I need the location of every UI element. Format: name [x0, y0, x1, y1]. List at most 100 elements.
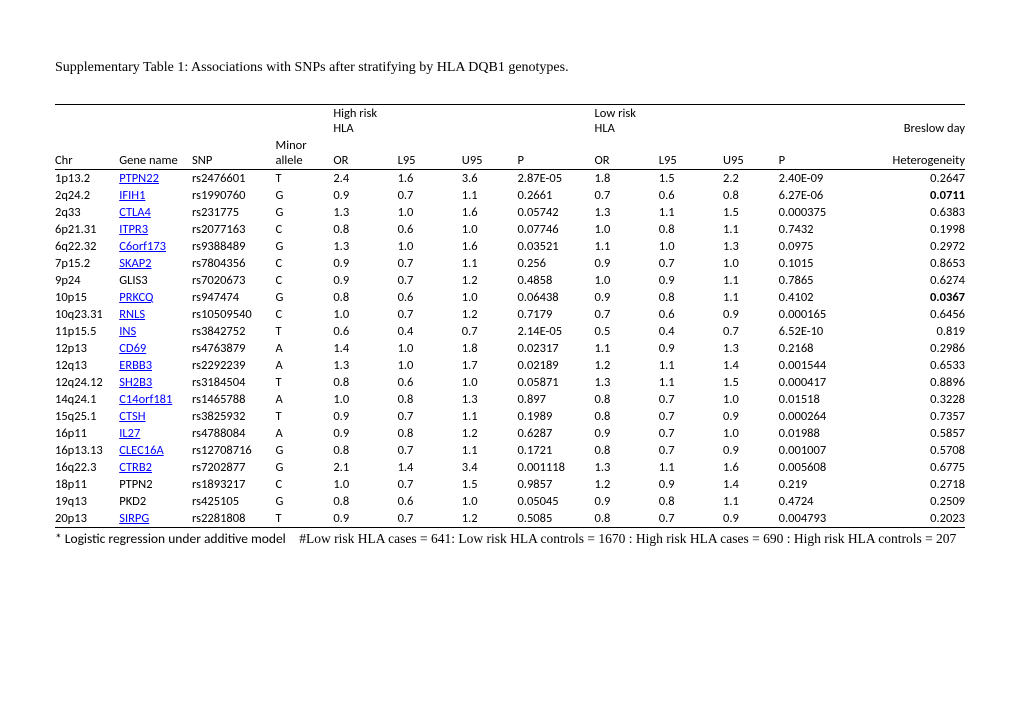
cell-gene: CD69 [119, 340, 192, 357]
cell-u951: 1.6 [462, 238, 518, 255]
cell-u952: 0.9 [723, 442, 779, 459]
cell-het: 0.6456 [862, 306, 965, 323]
cell-snp: rs2281808 [192, 510, 276, 528]
table-row: 11p15.5INSrs3842752T0.60.40.72.14E-050.5… [55, 323, 965, 340]
gene-link[interactable]: C14orf181 [119, 392, 172, 407]
cell-p2: 2.40E-09 [779, 170, 863, 188]
cell-l952: 1.1 [659, 374, 723, 391]
cell-l952: 1.5 [659, 170, 723, 188]
gene-link[interactable]: IFIH1 [119, 188, 145, 203]
gene-link[interactable]: PTPN22 [119, 171, 159, 186]
cell-het: 0.0367 [862, 289, 965, 306]
cell-p1: 0.001118 [517, 459, 594, 476]
cell-p2: 0.4724 [779, 493, 863, 510]
gene-link[interactable]: SH2B3 [119, 375, 152, 390]
cell-allele: G [276, 204, 334, 221]
cell-het: 0.5857 [862, 425, 965, 442]
gene-link[interactable]: SKAP2 [119, 256, 151, 271]
cell-snp: rs425105 [192, 493, 276, 510]
cell-l952: 0.4 [659, 323, 723, 340]
cell-snp: rs4763879 [192, 340, 276, 357]
cell-chr: 15q25.1 [55, 408, 119, 425]
cell-u952: 0.9 [723, 408, 779, 425]
table-row: 2q24.2IFIH1rs1990760G0.90.71.10.26610.70… [55, 187, 965, 204]
hdr-or1: OR [333, 137, 397, 170]
cell-u951: 1.8 [462, 340, 518, 357]
cell-p1: 0.07746 [517, 221, 594, 238]
hdr-low-risk: Low risk HLA [595, 105, 659, 138]
cell-allele: G [276, 442, 334, 459]
cell-p1: 0.897 [517, 391, 594, 408]
cell-l951: 0.7 [398, 272, 462, 289]
cell-u952: 1.1 [723, 221, 779, 238]
gene-link[interactable]: PRKCQ [119, 290, 153, 305]
gene-link[interactable]: CLEC16A [119, 443, 163, 458]
gene-link[interactable]: ERBB3 [119, 358, 152, 373]
cell-chr: 16p11 [55, 425, 119, 442]
cell-or1: 1.3 [333, 238, 397, 255]
cell-or2: 0.7 [595, 187, 659, 204]
cell-chr: 7p15.2 [55, 255, 119, 272]
cell-gene: RNLS [119, 306, 192, 323]
gene-link[interactable]: ITPR3 [119, 222, 148, 237]
gene-link[interactable]: SIRPG [119, 511, 149, 526]
cell-p1: 0.03521 [517, 238, 594, 255]
cell-l952: 0.8 [659, 493, 723, 510]
cell-u951: 1.0 [462, 493, 518, 510]
cell-allele: G [276, 187, 334, 204]
cell-p1: 0.05871 [517, 374, 594, 391]
cell-gene: INS [119, 323, 192, 340]
gene-link[interactable]: RNLS [119, 307, 145, 322]
footnote-hash: #Low risk HLA cases = 641: Low risk HLA … [299, 531, 956, 546]
cell-het: 0.8653 [862, 255, 965, 272]
cell-snp: rs10509540 [192, 306, 276, 323]
cell-chr: 16q22.3 [55, 459, 119, 476]
cell-gene: PTPN2 [119, 476, 192, 493]
cell-het: 0.6274 [862, 272, 965, 289]
cell-allele: G [276, 459, 334, 476]
cell-or2: 1.3 [595, 374, 659, 391]
cell-l951: 0.4 [398, 323, 462, 340]
cell-u951: 1.0 [462, 221, 518, 238]
cell-chr: 14q24.1 [55, 391, 119, 408]
table-row: 16p11IL27rs4788084A0.90.81.20.62870.90.7… [55, 425, 965, 442]
page: Supplementary Table 1: Associations with… [0, 0, 1020, 720]
cell-u951: 1.2 [462, 306, 518, 323]
cell-u951: 1.1 [462, 187, 518, 204]
gene-link[interactable]: CTLA4 [119, 205, 151, 220]
cell-or2: 0.8 [595, 442, 659, 459]
cell-l952: 0.7 [659, 425, 723, 442]
cell-chr: 6q22.32 [55, 238, 119, 255]
cell-snp: rs4788084 [192, 425, 276, 442]
table-row: 20p13SIRPGrs2281808T0.90.71.20.50850.80.… [55, 510, 965, 528]
gene-link[interactable]: CD69 [119, 341, 146, 356]
cell-u951: 1.0 [462, 289, 518, 306]
gene-link[interactable]: IL27 [119, 426, 140, 441]
cell-p2: 0.01518 [779, 391, 863, 408]
gene-link[interactable]: CTSH [119, 409, 145, 424]
gene-link[interactable]: CTRB2 [119, 460, 152, 475]
table-row: 7p15.2SKAP2rs7804356C0.90.71.10.2560.90.… [55, 255, 965, 272]
cell-het: 0.2718 [862, 476, 965, 493]
cell-or2: 1.3 [595, 204, 659, 221]
cell-u951: 1.0 [462, 374, 518, 391]
cell-u952: 1.4 [723, 357, 779, 374]
cell-u951: 3.4 [462, 459, 518, 476]
cell-gene: PTPN22 [119, 170, 192, 188]
cell-u952: 0.9 [723, 306, 779, 323]
cell-p1: 0.02189 [517, 357, 594, 374]
cell-or1: 0.9 [333, 408, 397, 425]
cell-het: 0.5708 [862, 442, 965, 459]
gene-link[interactable]: C6orf173 [119, 239, 166, 254]
cell-het: 0.3228 [862, 391, 965, 408]
cell-p1: 0.05742 [517, 204, 594, 221]
cell-or1: 0.8 [333, 374, 397, 391]
cell-p1: 0.06438 [517, 289, 594, 306]
cell-allele: A [276, 425, 334, 442]
cell-or2: 0.5 [595, 323, 659, 340]
cell-gene: CLEC16A [119, 442, 192, 459]
gene-link[interactable]: INS [119, 324, 136, 339]
cell-allele: G [276, 289, 334, 306]
hdr-u952: U95 [723, 137, 779, 170]
cell-p1: 0.7179 [517, 306, 594, 323]
